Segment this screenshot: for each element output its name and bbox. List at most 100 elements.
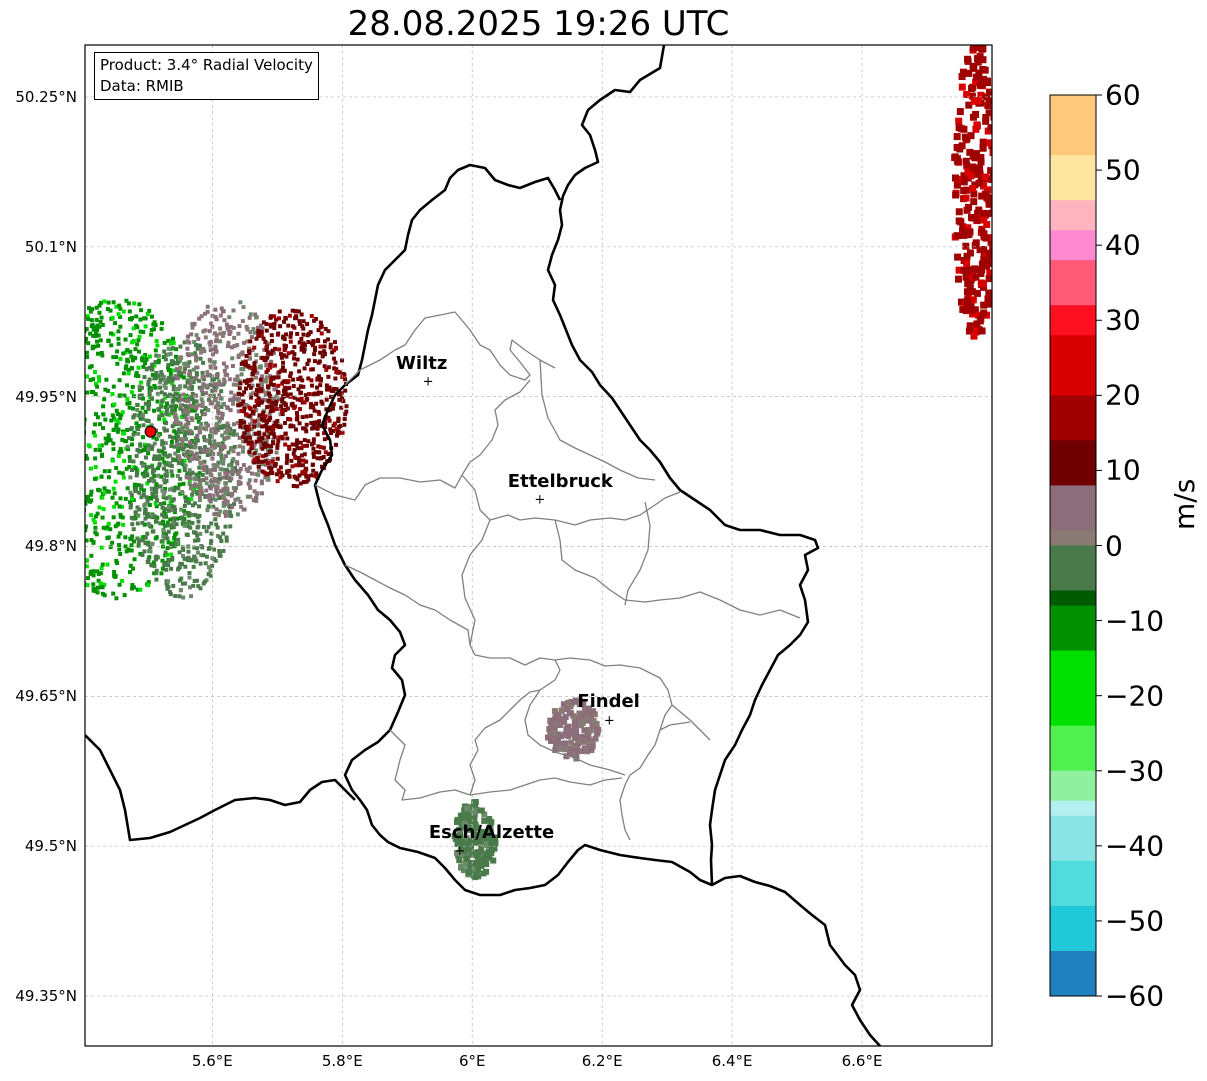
- colorbar-segment: [1050, 800, 1096, 817]
- echo-pixel: [128, 475, 133, 480]
- echo-pixel: [198, 356, 203, 361]
- echo-pixel: [118, 512, 123, 517]
- echo-pixel: [977, 154, 985, 162]
- echo-pixel: [168, 517, 173, 522]
- echo-pixel: [161, 446, 166, 451]
- echo-pixel: [184, 443, 189, 448]
- echo-pixel: [240, 319, 245, 324]
- echo-pixel: [129, 543, 134, 548]
- echo-pixel: [146, 380, 151, 385]
- echo-pixel: [163, 395, 168, 400]
- echo-pixel: [34, 461, 38, 465]
- echo-pixel: [210, 378, 215, 383]
- echo-pixel: [467, 838, 474, 845]
- echo-pixel: [229, 390, 234, 395]
- echo-pixel: [181, 547, 186, 552]
- echo-pixel: [198, 531, 203, 536]
- echo-pixel: [182, 444, 187, 449]
- echo-pixel: [129, 502, 134, 507]
- echo-pixel: [173, 354, 178, 359]
- echo-pixel: [188, 525, 193, 530]
- echo-pixel: [192, 321, 197, 326]
- echo-pixel: [106, 436, 111, 441]
- echo-pixel: [123, 535, 128, 540]
- echo-pixel: [90, 322, 95, 327]
- echo-pixel: [132, 539, 137, 544]
- echo-pixel: [256, 459, 261, 464]
- echo-pixel: [253, 496, 258, 501]
- echo-pixel: [91, 377, 96, 382]
- echo-pixel: [227, 377, 232, 382]
- echo-pixel: [266, 398, 271, 403]
- lat-tick-label: 49.8°N: [24, 537, 77, 556]
- echo-pixel: [205, 508, 210, 513]
- echo-pixel: [248, 392, 253, 397]
- echo-pixel: [301, 444, 306, 449]
- echo-pixel: [206, 423, 211, 428]
- echo-pixel: [103, 417, 108, 422]
- echo-pixel: [194, 472, 199, 477]
- echo-pixel: [133, 466, 138, 471]
- echo-pixel: [170, 402, 175, 407]
- echo-pixel: [277, 370, 282, 375]
- echo-pixel: [128, 349, 133, 354]
- echo-pixel: [978, 266, 986, 274]
- echo-pixel: [210, 563, 215, 568]
- echo-pixel: [209, 374, 214, 379]
- echo-pixel: [286, 351, 291, 356]
- echo-pixel: [285, 393, 290, 398]
- echo-pixel: [219, 444, 224, 449]
- echo-pixel: [291, 384, 296, 389]
- echo-pixel: [177, 456, 182, 461]
- echo-pixel: [311, 437, 316, 442]
- echo-pixel: [75, 458, 79, 462]
- echo-pixel: [120, 437, 125, 442]
- echo-pixel: [80, 369, 84, 373]
- echo-pixel: [954, 275, 962, 283]
- echo-pixel: [188, 403, 193, 408]
- echo-pixel: [74, 443, 78, 447]
- colorbar-segment: [1050, 755, 1096, 772]
- echo-pixel: [475, 849, 482, 856]
- echo-pixel: [332, 356, 337, 361]
- echo-pixel: [195, 485, 200, 490]
- echo-pixel: [161, 531, 166, 536]
- echo-pixel: [237, 386, 242, 391]
- echo-pixel: [182, 517, 187, 522]
- echo-pixel: [154, 568, 159, 573]
- echo-pixel: [323, 425, 328, 430]
- echo-pixel: [264, 390, 269, 395]
- echo-pixel: [260, 399, 265, 404]
- echo-pixel: [223, 524, 228, 529]
- echo-pixel: [326, 329, 331, 334]
- echo-pixel: [963, 186, 971, 194]
- echo-pixel: [94, 532, 99, 537]
- echo-pixel: [251, 391, 256, 396]
- echo-pixel: [104, 377, 109, 382]
- echo-pixel: [61, 526, 65, 530]
- echo-pixel: [589, 743, 596, 750]
- echo-pixel: [987, 167, 992, 175]
- echo-pixel: [80, 358, 84, 362]
- echo-pixel: [237, 435, 242, 440]
- echo-pixel: [166, 365, 171, 370]
- echo-pixel: [188, 486, 193, 491]
- echo-pixel: [280, 436, 285, 441]
- echo-pixel: [77, 428, 81, 432]
- echo-pixel: [152, 474, 157, 479]
- echo-pixel: [90, 307, 95, 312]
- echo-pixel: [241, 399, 246, 404]
- echo-pixel: [137, 334, 142, 339]
- echo-pixel: [198, 561, 203, 566]
- echo-pixel: [230, 466, 235, 471]
- echo-pixel: [225, 372, 230, 377]
- echo-pixel: [270, 338, 275, 343]
- echo-pixel: [263, 438, 268, 443]
- echo-pixel: [91, 389, 96, 394]
- echo-pixel: [260, 491, 265, 496]
- echo-pixel: [71, 372, 75, 376]
- echo-pixel: [256, 402, 261, 407]
- echo-pixel: [137, 490, 142, 495]
- echo-pixel: [482, 853, 489, 860]
- echo-pixel: [318, 445, 323, 450]
